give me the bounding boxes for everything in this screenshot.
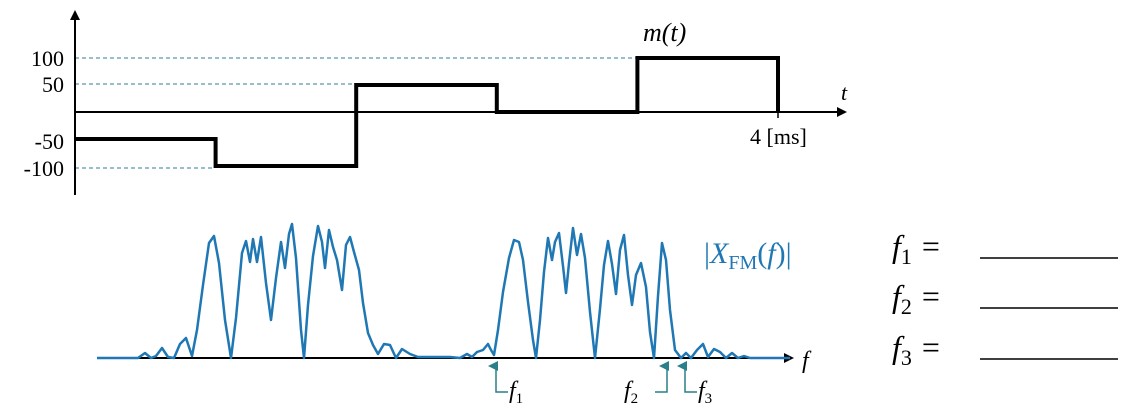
- answer-f2: f2 =: [892, 278, 1118, 319]
- f-axis-label: f: [802, 348, 812, 374]
- spectrum-plot: |XFM(f)| f f1 f2 f3: [97, 222, 812, 404]
- answer-fields: f1 = f2 = f3 =: [892, 228, 1118, 370]
- marker-f2: f2: [624, 361, 669, 404]
- message-signal: [75, 56, 780, 168]
- marker-f2-label: f2: [624, 378, 638, 404]
- spectrum-label: |XFM(f)|: [704, 237, 792, 274]
- marker-f1-label: f1: [509, 378, 523, 404]
- answer-f2-label: f2 =: [892, 278, 940, 319]
- spectrum-curve: [97, 222, 790, 360]
- ytick-50: 50: [42, 72, 64, 97]
- t-axis-label: t: [841, 80, 848, 105]
- answer-f1-label: f1 =: [892, 228, 940, 269]
- answer-f3: f3 =: [892, 329, 1118, 370]
- ytick-minus100: -100: [24, 156, 64, 181]
- answer-f1: f1 =: [892, 228, 1118, 269]
- ytick-minus50: -50: [35, 129, 64, 154]
- marker-f3: f3: [677, 361, 712, 404]
- answer-f3-label: f3 =: [892, 329, 940, 370]
- message-plot: 100 50 -50 -100 m(t) t 4 [ms]: [24, 10, 848, 195]
- marker-f1: f1: [488, 361, 523, 404]
- time-label: 4 [ms]: [750, 124, 807, 149]
- ytick-100: 100: [31, 46, 64, 71]
- signal-label: m(t): [643, 18, 686, 47]
- marker-f3-label: f3: [698, 378, 712, 404]
